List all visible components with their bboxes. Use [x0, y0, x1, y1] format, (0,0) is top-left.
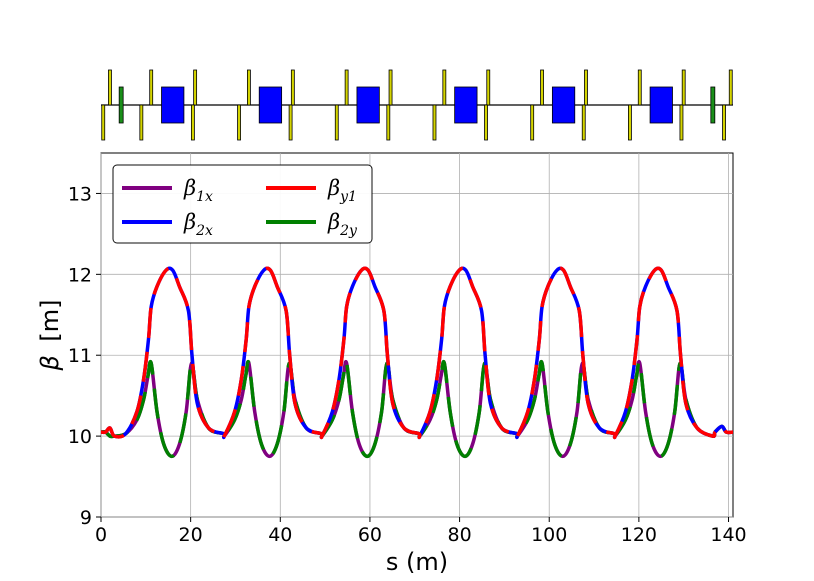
data-series — [101, 266, 733, 459]
quadrupole-defocusing — [334, 104, 339, 141]
quadrupole-focusing — [486, 69, 491, 106]
quadrupole-focusing — [584, 69, 588, 106]
x-tick-label: 140 — [710, 524, 746, 546]
series-line-y1 — [101, 266, 733, 440]
dipole-magnet — [356, 86, 380, 124]
x-tick-label: 0 — [95, 524, 107, 546]
y-tick-label: 13 — [68, 183, 92, 205]
x-tick-label: 120 — [621, 524, 657, 546]
x-tick-label: 60 — [358, 524, 382, 546]
dipole-magnet — [258, 86, 283, 124]
quadrupole-focusing — [442, 69, 447, 106]
quadrupole-defocusing — [484, 104, 488, 141]
quadrupole-focusing — [344, 69, 349, 106]
quadrupole-defocusing — [530, 104, 535, 141]
quadrupole-focusing — [681, 69, 686, 106]
legend-label: β2x — [183, 210, 213, 239]
quadrupole-focusing — [637, 69, 642, 106]
lattice-diagram — [101, 69, 733, 141]
y-tick-label: 10 — [68, 426, 92, 448]
quadrupole-focusing — [540, 69, 544, 106]
y-tick-label: 11 — [68, 345, 92, 367]
axis-ticks: 0 20 40 60 80 100 120 140 9 10 11 12 13 — [68, 183, 747, 546]
dipole-magnet — [649, 86, 673, 124]
legend: β1x β2x βy1 β2y — [112, 164, 373, 244]
x-tick-label: 100 — [531, 524, 567, 546]
quadrupole-defocusing — [386, 104, 391, 141]
x-tick-label: 20 — [179, 524, 203, 546]
quadrupole-defocusing — [237, 104, 241, 141]
skew-quadrupole — [118, 86, 124, 124]
y-axis-label: β [m] — [36, 299, 64, 371]
quadrupole-focusing — [108, 69, 112, 106]
legend-label: β2y — [327, 210, 358, 239]
quadrupole-defocusing — [628, 104, 632, 141]
quadrupole-focusing — [388, 69, 393, 106]
dipole-magnet — [551, 86, 576, 124]
x-tick-label: 40 — [268, 524, 292, 546]
quadrupole-defocusing — [288, 104, 293, 141]
skew-quadrupole — [710, 86, 716, 124]
x-axis-label: s (m) — [386, 548, 448, 576]
y-axis-label-symbol: β — [36, 355, 64, 371]
quadrupole-defocusing — [101, 104, 106, 141]
svg-text:β [m]: β [m] — [36, 299, 64, 371]
quadrupole-defocusing — [190, 104, 195, 141]
quadrupole-focusing — [193, 69, 198, 106]
x-tick-label: 80 — [447, 524, 471, 546]
quadrupole-focusing — [290, 69, 295, 106]
quadrupole-defocusing — [432, 104, 437, 141]
quadrupole-focusing — [149, 69, 154, 106]
legend-label: βy1 — [327, 176, 357, 205]
quadrupole-defocusing — [581, 104, 586, 141]
quadrupole-defocusing — [679, 104, 684, 141]
dipole-magnet — [161, 86, 185, 124]
y-axis-label-unit: [m] — [36, 299, 64, 341]
y-tick-label: 12 — [68, 264, 92, 286]
dipole-magnet — [454, 86, 478, 124]
quadrupole-defocusing — [139, 104, 144, 141]
legend-label: β1x — [183, 176, 213, 205]
y-tick-label: 9 — [80, 507, 92, 529]
quadrupole-focusing — [728, 69, 733, 106]
quadrupole-defocusing — [722, 104, 726, 141]
quadrupole-focusing — [247, 69, 251, 106]
